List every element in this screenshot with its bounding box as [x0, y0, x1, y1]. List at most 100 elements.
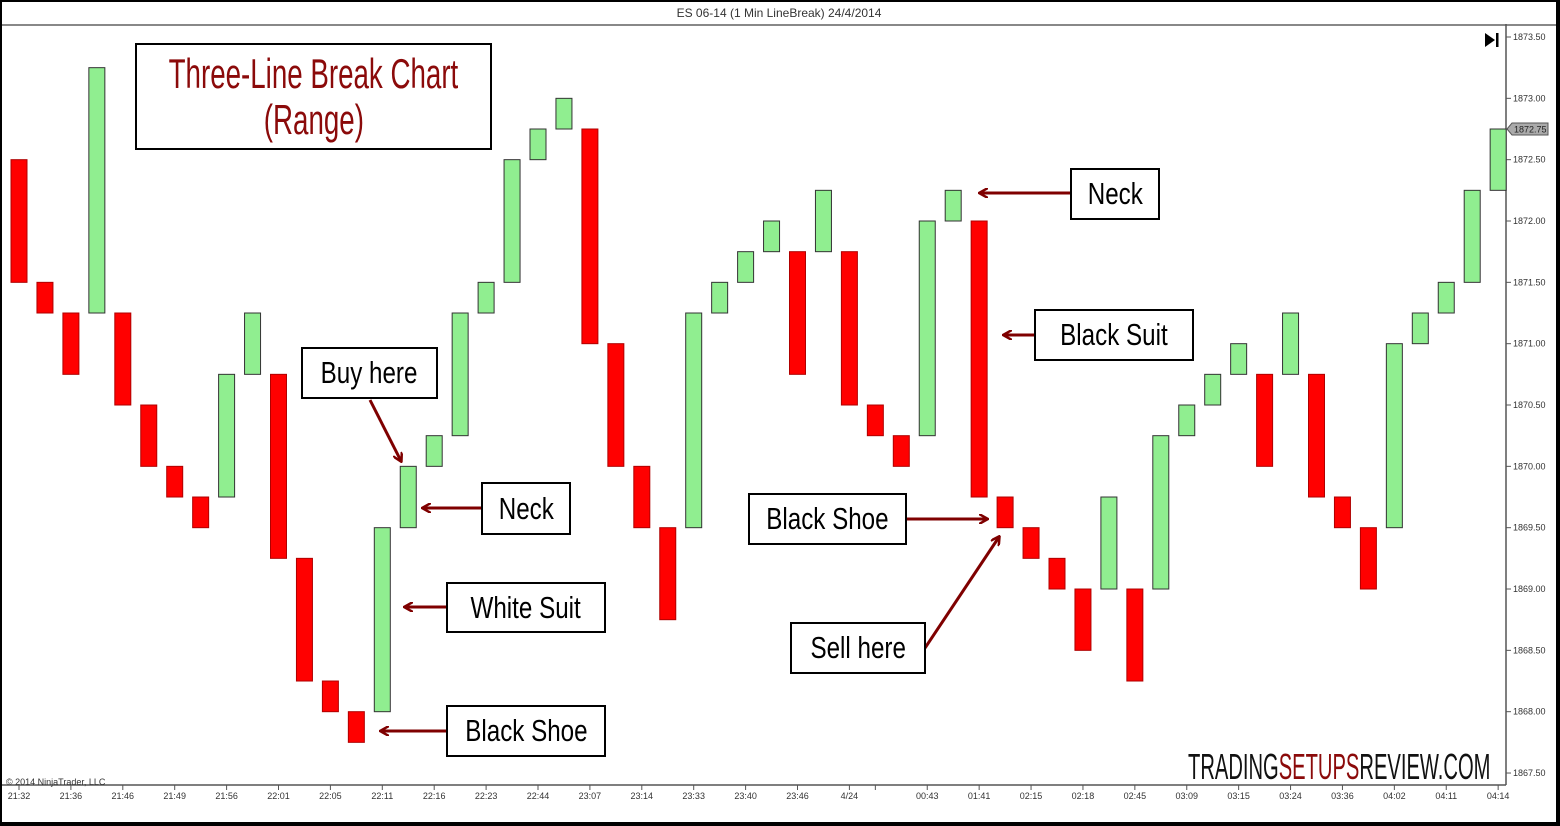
y-tick-label: 1870.00 [1513, 461, 1546, 471]
x-tick-label: 03:36 [1331, 791, 1354, 801]
x-tick-label: 21:56 [215, 791, 238, 801]
arrow-sell-here [923, 537, 999, 649]
x-tick-label: 22:23 [475, 791, 498, 801]
brick-up [944, 189, 962, 222]
brick-down [270, 373, 287, 559]
x-tick-label: 01:41 [968, 791, 991, 801]
brick-down [892, 435, 910, 467]
x-tick-label: 21:49 [163, 791, 186, 801]
chart-title-line-2: (Range) [263, 95, 364, 143]
brick-down [840, 251, 858, 406]
annotation-sell-here-label: Sell here [810, 630, 906, 665]
brick-down [295, 557, 313, 682]
brick-down [321, 680, 339, 713]
annotation-white-suit-label: White Suit [470, 589, 582, 625]
brick-down [1022, 527, 1040, 559]
brick-down [866, 404, 884, 437]
x-tick-label: 03:15 [1227, 791, 1250, 801]
brick-down [1333, 496, 1351, 529]
brick-up [1437, 281, 1455, 314]
brick-up [529, 128, 547, 161]
brick-down [1308, 373, 1325, 498]
brick-up [1282, 312, 1300, 375]
brick-down [62, 312, 80, 375]
annotation-neck-left-label: Neck [498, 490, 554, 526]
brick-up [763, 220, 781, 253]
brick-down [581, 128, 599, 345]
brick-down [347, 711, 365, 743]
y-tick-label: 1868.50 [1513, 645, 1546, 655]
brick-up [1100, 496, 1118, 590]
annotation-neck-right: Neck [1070, 168, 1160, 220]
x-tick-label: 4/24 [841, 791, 859, 801]
y-tick-label: 1868.00 [1513, 707, 1546, 717]
brick-down [659, 527, 677, 621]
watermark-part-3: REVIEW.COM [1359, 746, 1491, 787]
brick-down [1126, 588, 1144, 682]
x-tick-label: 23:07 [579, 791, 602, 801]
brick-down [36, 281, 54, 314]
last-price-marker [1506, 122, 1549, 136]
y-tick-label: 1873.00 [1513, 93, 1546, 103]
brick-up [685, 312, 703, 529]
x-tick-label: 23:33 [682, 791, 705, 801]
annotation-black-suit: Black Suit [1034, 309, 1194, 361]
brick-up [244, 312, 262, 375]
annotation-neck-right-label: Neck [1087, 176, 1143, 211]
annotation-sell-here: Sell here [790, 622, 926, 674]
brick-up [555, 97, 573, 130]
brick-up [1411, 312, 1429, 345]
x-tick-label: 03:24 [1279, 791, 1302, 801]
chart-header: ES 06-14 (1 Min LineBreak) 24/4/2014 [2, 2, 1556, 26]
y-tick-label: 1873.50 [1513, 32, 1546, 42]
brick-down [996, 496, 1014, 529]
annotation-neck-left: Neck [481, 482, 571, 535]
x-tick-label: 21:46 [112, 791, 135, 801]
brick-down [10, 159, 28, 283]
brick-up [451, 312, 469, 437]
annotation-black-suit-label: Black Suit [1060, 317, 1168, 352]
chart-title-line-1: Three-Line Break Chart [168, 49, 459, 97]
y-tick-label: 1872.50 [1513, 155, 1546, 165]
x-tick-label: 04:02 [1383, 791, 1406, 801]
annotation-buy-here: Buy here [301, 347, 438, 399]
brick-up [1385, 343, 1403, 529]
x-tick-label: 22:44 [527, 791, 550, 801]
x-tick-label: 02:18 [1072, 791, 1095, 801]
x-tick-label: 21:32 [8, 791, 31, 801]
copyright-text: © 2014 NinjaTrader, LLC [6, 777, 106, 787]
watermark-part-2: SETUPS [1278, 746, 1360, 787]
brick-down [1359, 527, 1377, 590]
brick-up [1152, 435, 1170, 590]
brick-down [192, 496, 210, 529]
brick-up [218, 373, 236, 498]
annotation-black-shoe-left-label: Black Shoe [464, 713, 588, 748]
watermark-part-1: TRADING [1188, 746, 1279, 787]
brick-up [1489, 128, 1507, 191]
brick-up [373, 527, 391, 713]
last-price-label: 1872.75 [1514, 125, 1547, 135]
y-tick-label: 1871.50 [1513, 277, 1546, 287]
annotation-black-shoe-right-label: Black Shoe [766, 501, 889, 536]
brick-down [970, 220, 988, 498]
brick-down [140, 404, 158, 467]
brick-down [114, 312, 132, 406]
play-end-icon-bar [1496, 33, 1499, 47]
brick-down [166, 465, 184, 498]
annotation-black-shoe-left: Black Shoe [446, 705, 606, 757]
y-tick-label: 1870.50 [1513, 400, 1546, 410]
chart-header-title: ES 06-14 (1 Min LineBreak) 24/4/2014 [676, 6, 882, 20]
y-tick-label: 1867.50 [1513, 768, 1546, 778]
annotation-buy-here-label: Buy here [321, 355, 418, 390]
chart-title-box: Three-Line Break Chart (Range) [135, 43, 492, 150]
x-tick-label: 03:09 [1175, 791, 1198, 801]
x-tick-label: 22:05 [319, 791, 342, 801]
brick-up [1204, 373, 1222, 406]
watermark-logo: TRADINGSETUPSREVIEW.COM [1188, 748, 1490, 786]
annotation-white-suit: White Suit [446, 582, 606, 633]
brick-down [1256, 373, 1274, 467]
brick-up [1230, 343, 1248, 375]
y-tick-label: 1869.50 [1513, 523, 1546, 533]
